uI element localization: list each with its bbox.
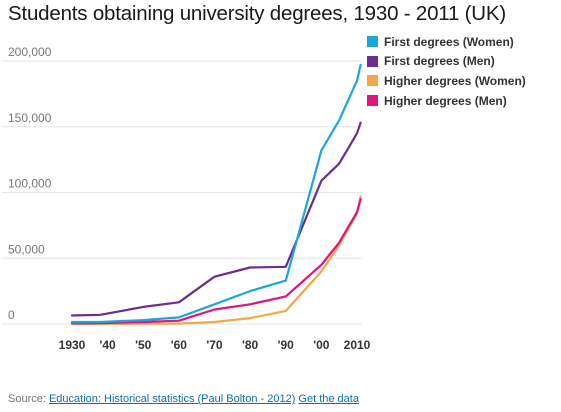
x-tick-label: 2010 (344, 338, 371, 352)
legend-swatch (367, 36, 378, 48)
series-line-first-degrees-women (70, 63, 362, 324)
x-axis-ticks: 1930 '40 '50 '60 '70 '80 '90 '00 2010 (59, 338, 371, 352)
legend-swatch (367, 55, 378, 67)
y-tick-label: 0 (8, 308, 15, 322)
x-tick-label: '60 (171, 338, 188, 352)
legend-item[interactable]: Higher degrees (Women) (367, 71, 526, 91)
y-tick-label: 200,000 (8, 45, 52, 59)
x-tick-label: 1930 (59, 338, 86, 352)
y-tick-label: 100,000 (8, 177, 52, 191)
x-tick-label: '00 (313, 338, 330, 352)
x-tick-label: '70 (206, 338, 223, 352)
x-tick-label: '40 (100, 338, 117, 352)
legend-swatch (367, 75, 378, 87)
source-prefix: Source: (8, 393, 49, 405)
y-tick-label: 150,000 (8, 111, 52, 125)
x-tick-label: '90 (278, 338, 295, 352)
source-link[interactable]: Education: Historical statistics (Paul B… (48, 393, 296, 405)
y-axis-ticks: 0 50,000 100,000 150,000 200,000 (8, 45, 52, 322)
legend-item[interactable]: Higher degrees (Men) (367, 91, 526, 111)
series-line-higher-degrees-men (70, 198, 362, 325)
gridlines (2, 60, 362, 325)
legend-swatch (367, 95, 378, 107)
legend-label: First degrees (Men) (384, 54, 495, 69)
series-lines (70, 63, 362, 325)
x-tick-label: '80 (242, 338, 259, 352)
legend-label: Higher degrees (Women) (384, 73, 526, 88)
legend: First degrees (Women) First degrees (Men)… (367, 32, 526, 110)
legend-label: First degrees (Women) (384, 34, 514, 49)
legend-label: Higher degrees (Men) (384, 93, 507, 108)
get-data-link[interactable]: Get the data (298, 393, 359, 405)
source-line: Source: Education: Historical statistics… (8, 393, 359, 405)
chart-title: Students obtaining university degrees, 1… (8, 2, 507, 25)
legend-item[interactable]: First degrees (Men) (367, 52, 526, 72)
y-tick-label: 50,000 (8, 242, 45, 256)
legend-item[interactable]: First degrees (Women) (367, 32, 526, 52)
series-line-first-degrees-men (70, 121, 362, 317)
x-tick-label: '50 (135, 338, 152, 352)
